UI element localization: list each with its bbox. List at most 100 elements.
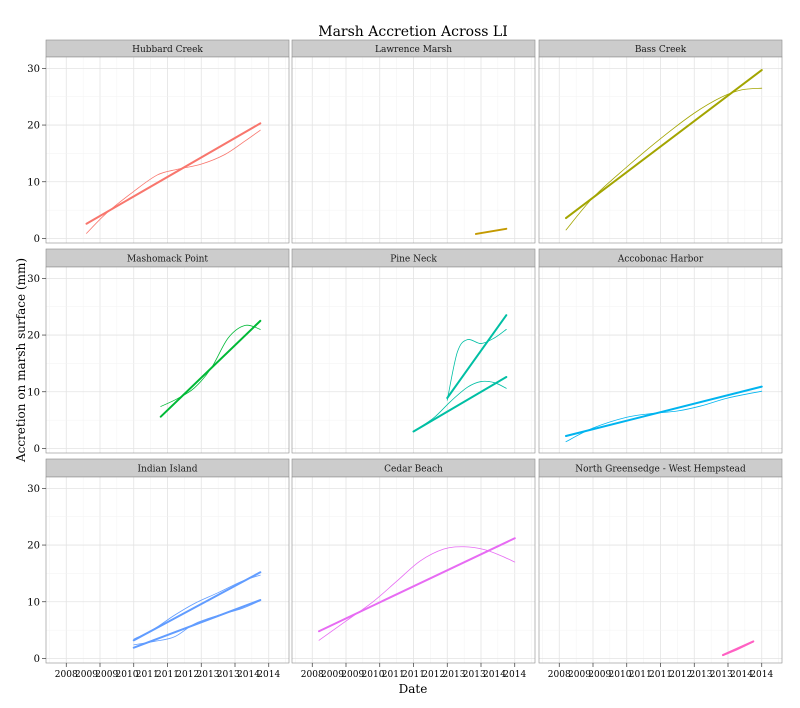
y-tick-label: 20 xyxy=(27,331,40,342)
panel-pine-neck: Pine Neck xyxy=(291,248,536,454)
panel-grid xyxy=(46,57,289,243)
panel-lawrence-marsh: Lawrence Marsh xyxy=(291,39,536,244)
x-tick-label: 2010 xyxy=(362,670,385,680)
panel-hubbard-creek: Hubbard Creek xyxy=(45,39,290,244)
series-hubbard-creek-smooth-1 xyxy=(86,129,261,234)
panel-border xyxy=(45,56,290,244)
x-tick-label: 2011 xyxy=(649,670,672,680)
facet-strip-label: Lawrence Marsh xyxy=(375,45,452,55)
x-tick-label: 2014 xyxy=(750,670,773,680)
series-mashomack-point-smooth-1 xyxy=(160,324,261,407)
y-tick-label: 10 xyxy=(27,597,40,608)
series-pine-neck-linear-0 xyxy=(412,376,508,433)
x-tick-label: 2013 xyxy=(690,670,713,680)
x-tick-label: 2014 xyxy=(730,670,753,680)
x-tick-label: 2010 xyxy=(116,670,139,680)
series-accobonac-harbor-smooth-1 xyxy=(565,390,763,443)
facet-strip-label: Bass Creek xyxy=(635,45,687,55)
panel-cedar-beach: Cedar Beach xyxy=(291,458,536,664)
y-tick-label: 0 xyxy=(34,654,40,665)
x-tick-label: 2013 xyxy=(197,670,220,680)
y-tick-label: 0 xyxy=(34,444,40,455)
facet-strip-label: North Greensedge - West Hempstead xyxy=(575,465,746,475)
panel-border xyxy=(538,56,783,244)
panel-accobonac-harbor: Accobonac Harbor xyxy=(538,248,783,454)
series-bass-creek-linear-0 xyxy=(565,69,763,220)
y-tick-label: 10 xyxy=(27,177,40,188)
x-tick-label: 2008 xyxy=(301,670,324,680)
panel-border xyxy=(45,266,290,454)
panel-north-greensedge-west-hempstead: North Greensedge - West Hempstead xyxy=(538,458,783,664)
series-hubbard-creek-linear-0 xyxy=(85,122,262,225)
x-tick-label: 2011 xyxy=(382,670,405,680)
series-pine-neck-smooth-3 xyxy=(446,328,507,401)
x-tick-label: 2009 xyxy=(95,670,118,680)
x-tick-label: 2008 xyxy=(548,670,571,680)
x-tick-label: 2012 xyxy=(176,670,199,680)
y-tick-label: 30 xyxy=(27,64,40,75)
x-tick-label: 2013 xyxy=(217,670,240,680)
series-pine-neck-smooth-1 xyxy=(413,380,507,432)
y-tick-label: 20 xyxy=(27,121,40,132)
x-tick-label: 2008 xyxy=(55,670,78,680)
series-indian-island-linear-2 xyxy=(132,571,262,642)
y-tick-labels: 0 10 20 30 0 10 20 30 0 10 20 30 xyxy=(27,64,46,665)
panel-grid xyxy=(46,477,289,663)
x-tick-label: 2011 xyxy=(136,670,159,680)
facet-panels: Hubbard Creek Lawrence Marsh Bass Creek Mas… xyxy=(45,39,783,664)
panel-border xyxy=(538,266,783,454)
x-tick-label: 2014 xyxy=(257,670,280,680)
facet-strip-label: Hubbard Creek xyxy=(132,45,203,55)
x-tick-label: 2009 xyxy=(588,670,611,680)
x-tick-label: 2009 xyxy=(341,670,364,680)
series-indian-island-linear-0 xyxy=(132,599,262,649)
panel-grid xyxy=(539,477,782,663)
x-tick-label: 2014 xyxy=(483,670,506,680)
series-pine-neck-linear-2 xyxy=(446,314,508,399)
series-bass-creek-smooth-1 xyxy=(565,87,763,231)
x-tick-label: 2009 xyxy=(75,670,98,680)
panel-grid xyxy=(292,57,535,243)
y-axis-title: Accretion on marsh surface (mm) xyxy=(14,258,28,463)
panel-grid xyxy=(292,267,535,453)
panel-grid xyxy=(46,267,289,453)
x-tick-label: 2013 xyxy=(443,670,466,680)
x-tick-label: 2014 xyxy=(237,670,260,680)
series-north-greensedge-west-hempstead-smooth-1 xyxy=(722,641,754,657)
series-cedar-beach-smooth-1 xyxy=(318,546,516,641)
facet-strip-label: Mashomack Point xyxy=(127,255,208,265)
x-tick-label: 2012 xyxy=(422,670,445,680)
series-indian-island-smooth-3 xyxy=(133,574,261,640)
x-tick-label: 2014 xyxy=(503,670,526,680)
x-tick-label: 2009 xyxy=(568,670,591,680)
x-tick-label: 2013 xyxy=(710,670,733,680)
x-tick-label: 2009 xyxy=(321,670,344,680)
x-tick-label: 2011 xyxy=(402,670,425,680)
series-indian-island-smooth-1 xyxy=(133,600,261,646)
y-tick-label: 0 xyxy=(34,234,40,245)
y-tick-label: 30 xyxy=(27,484,40,495)
y-tick-label: 30 xyxy=(27,274,40,285)
panel-bass-creek: Bass Creek xyxy=(538,39,783,244)
panel-indian-island: Indian Island xyxy=(45,458,290,664)
x-tick-label: 2013 xyxy=(463,670,486,680)
y-tick-label: 20 xyxy=(27,541,40,552)
facet-strip-label: Cedar Beach xyxy=(384,465,443,475)
panel-grid xyxy=(539,267,782,453)
chart-title: Marsh Accretion Across LI xyxy=(318,24,508,40)
y-tick-label: 10 xyxy=(27,387,40,398)
facet-strip-label: Pine Neck xyxy=(390,255,437,265)
facet-strip-label: Accobonac Harbor xyxy=(617,255,704,265)
x-tick-label: 2011 xyxy=(629,670,652,680)
panel-border xyxy=(291,266,536,454)
panel-grid xyxy=(292,477,535,663)
facet-strip-label: Indian Island xyxy=(138,465,198,475)
panel-border xyxy=(291,56,536,244)
series-north-greensedge-west-hempstead-linear-0 xyxy=(721,640,755,657)
x-tick-label: 2012 xyxy=(669,670,692,680)
series-accobonac-harbor-linear-0 xyxy=(565,385,763,437)
x-tick-label: 2010 xyxy=(609,670,632,680)
x-axis-title: Date xyxy=(399,682,428,696)
panel-grid xyxy=(539,57,782,243)
